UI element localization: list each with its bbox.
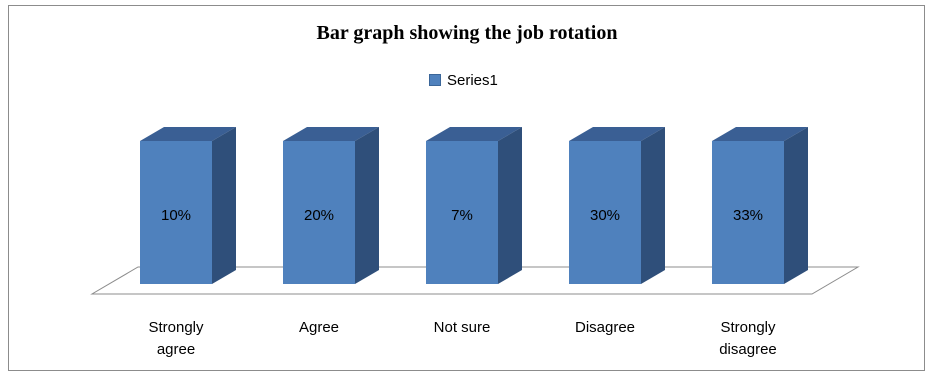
bar-3 xyxy=(569,141,641,284)
category-label-0-1: agree xyxy=(157,341,195,358)
bar-1 xyxy=(283,141,355,284)
category-label-4-1: disagree xyxy=(719,341,777,358)
bar-top-2 xyxy=(426,127,522,141)
legend: Series1 xyxy=(429,70,498,90)
category-label-1-0: Agree xyxy=(299,319,339,336)
bar-value-label-4: 33% xyxy=(733,207,763,224)
bar-2 xyxy=(426,141,498,284)
bar-top-1 xyxy=(283,127,379,141)
bar-side-4 xyxy=(784,127,808,284)
bar-side-1 xyxy=(355,127,379,284)
category-label-4-0: Strongly xyxy=(720,319,776,336)
bar-top-0 xyxy=(140,127,236,141)
bar-top-3 xyxy=(569,127,665,141)
bar-value-label-2: 7% xyxy=(451,207,473,224)
category-label-0-0: Strongly xyxy=(148,319,204,336)
bar-side-2 xyxy=(498,127,522,284)
bar-value-label-0: 10% xyxy=(161,207,191,224)
bar-4 xyxy=(712,141,784,284)
bar-value-label-1: 20% xyxy=(304,207,334,224)
category-label-3-0: Disagree xyxy=(575,319,635,336)
chart-title: Bar graph showing the job rotation xyxy=(316,22,618,44)
category-label-2-0: Not sure xyxy=(434,319,491,336)
legend-swatch xyxy=(429,74,441,86)
bar-side-0 xyxy=(212,127,236,284)
bar-0 xyxy=(140,141,212,284)
bar-value-label-3: 30% xyxy=(590,207,620,224)
bar-side-3 xyxy=(641,127,665,284)
bar-top-4 xyxy=(712,127,808,141)
legend-label: Series1 xyxy=(447,71,498,89)
